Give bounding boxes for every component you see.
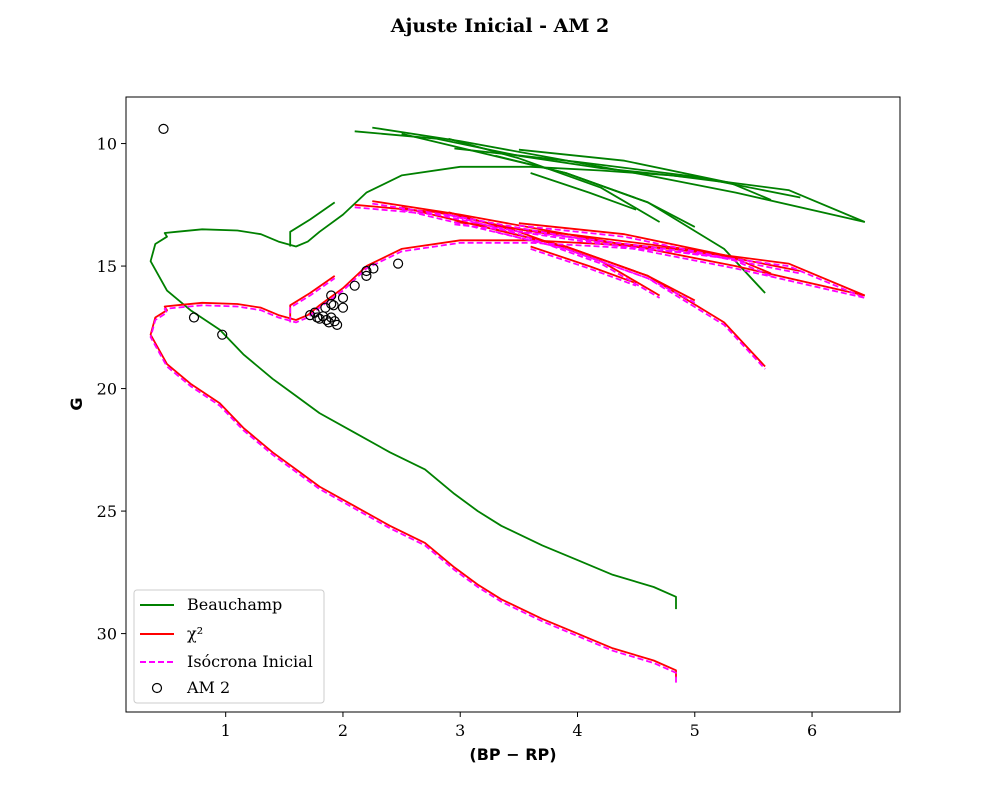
data-point-am2-3 xyxy=(305,310,316,321)
chart-title: Ajuste Inicial - AM 2 xyxy=(390,15,610,37)
legend-box xyxy=(133,589,325,704)
series-line-is-crona-inicial-5 xyxy=(448,213,661,299)
y-tick-label: 15 xyxy=(97,257,117,276)
x-tick-label: 1 xyxy=(221,721,231,740)
axes-frame xyxy=(125,96,901,713)
data-point-am2-9 xyxy=(321,314,332,326)
y-axis-label: G xyxy=(67,397,86,410)
data-point-am2-21 xyxy=(361,265,372,277)
legend: Beauchamp χ² Isócrona Inicial AM 2 xyxy=(133,589,325,704)
x-tick-label: 4 xyxy=(572,721,582,740)
series-line-beauchamp-1 xyxy=(289,201,336,247)
series-line-beauchamp-2 xyxy=(354,130,866,223)
x-tick-label: 3 xyxy=(455,721,465,740)
data-point-am2-23 xyxy=(393,258,404,269)
data-point-am2-2 xyxy=(217,329,228,340)
data-point-am2-18 xyxy=(337,302,349,313)
data-point-am2-20 xyxy=(361,270,372,281)
x-tick-label: 2 xyxy=(338,721,348,740)
data-point-am2-1 xyxy=(188,312,200,323)
series-line-series-1-2 xyxy=(354,203,866,297)
legend-label-isocrona: Isócrona Inicial xyxy=(187,652,313,671)
series-line-beauchamp-0 xyxy=(149,165,731,610)
series-line-beauchamp-6 xyxy=(454,147,801,199)
legend-label-am2: AM 2 xyxy=(186,678,230,697)
data-point-am2-14 xyxy=(326,290,337,301)
series-line-beauchamp-8 xyxy=(518,148,772,201)
x-axis-label: (BP − RP) xyxy=(469,745,556,764)
data-point-am2-11 xyxy=(326,312,337,323)
series-line-is-crona-inicial-2 xyxy=(354,206,866,299)
y-tick-label: 10 xyxy=(97,135,117,154)
series-line-series-1-4 xyxy=(401,206,766,368)
series-line-is-crona-inicial-4 xyxy=(401,208,766,370)
plot-area xyxy=(149,123,866,683)
series-line-beauchamp-3 xyxy=(372,126,865,223)
x-tick-label: 5 xyxy=(690,721,700,740)
series-line-is-crona-inicial-3 xyxy=(372,202,865,299)
series-line-is-crona-inicial-9 xyxy=(530,248,637,287)
series-line-is-crona-inicial-6 xyxy=(454,223,801,275)
data-point-am2-19 xyxy=(349,280,360,291)
series-line-is-crona-inicial-0 xyxy=(149,241,731,683)
series-line-is-crona-inicial-7 xyxy=(495,230,696,304)
data-point-am2-0 xyxy=(158,123,169,134)
y-tick-label: 30 xyxy=(97,625,117,644)
series-line-beauchamp-9 xyxy=(530,172,637,211)
legend-swatch-am2 xyxy=(151,682,163,694)
data-point-am2-5 xyxy=(312,312,323,323)
series-line-is-crona-inicial-8 xyxy=(518,224,772,277)
data-point-am2-22 xyxy=(368,263,379,274)
y-tick-label: 25 xyxy=(97,502,117,521)
data-point-am2-17 xyxy=(337,292,349,303)
y-tick-label: 20 xyxy=(97,380,117,399)
legend-label-chi2: χ² xyxy=(187,624,203,643)
x-tick-label: 6 xyxy=(807,721,817,740)
series-line-series-1-8 xyxy=(518,222,772,275)
series-line-beauchamp-5 xyxy=(448,137,661,223)
data-point-am2-13 xyxy=(328,300,339,311)
series-line-series-1-9 xyxy=(530,245,637,285)
legend-label-beauchamp: Beauchamp xyxy=(187,595,282,614)
series-line-series-1-0 xyxy=(149,239,731,678)
series-line-beauchamp-7 xyxy=(495,154,696,228)
data-point-am2-16 xyxy=(332,319,343,330)
y-axis-ticks: 10 15 20 25 30 xyxy=(97,135,126,644)
x-axis-ticks: 1 2 3 4 5 6 xyxy=(221,712,817,740)
